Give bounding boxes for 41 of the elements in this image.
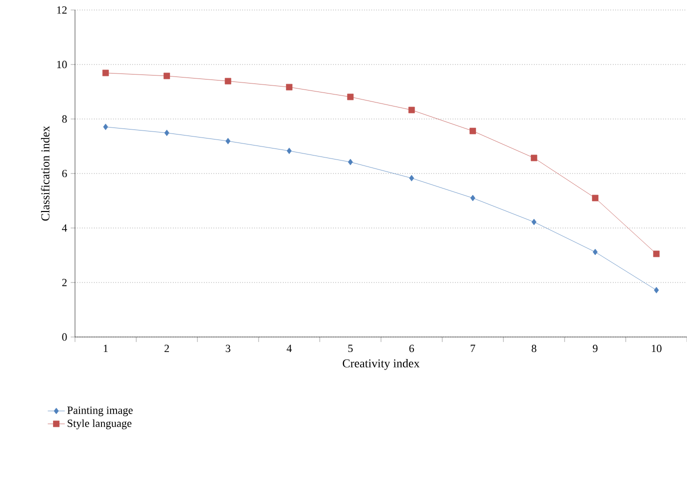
x-tick-label: 6 <box>409 344 414 352</box>
point <box>102 70 109 76</box>
point <box>286 84 292 90</box>
x-tick-label: 9 <box>592 344 598 352</box>
point <box>653 250 660 258</box>
x-tick-label: 7 <box>470 344 476 352</box>
point <box>164 72 170 80</box>
x-tick-label: 1 <box>104 344 108 352</box>
point <box>470 194 476 202</box>
point <box>530 154 538 162</box>
x-tick-label: 4 <box>286 344 292 352</box>
point <box>348 158 353 166</box>
y-tick-label: 12 <box>57 6 67 14</box>
y-tick-label: 10 <box>57 60 67 68</box>
y-axis-title: Classification index <box>40 126 50 221</box>
point <box>654 286 659 294</box>
y-tick-label: 2 <box>62 278 67 286</box>
y-tick-label: 0 <box>62 333 67 341</box>
point <box>224 78 232 84</box>
y-tick-label: 8 <box>62 115 67 123</box>
x-tick-label: 8 <box>532 344 536 352</box>
y-tick-label: 6 <box>62 170 67 178</box>
point <box>103 124 108 130</box>
legend-label: Painting image <box>67 406 133 416</box>
legend-label: Style language <box>68 419 132 430</box>
point <box>532 218 536 226</box>
point <box>286 148 292 154</box>
x-tick-label: 5 <box>348 344 353 352</box>
point <box>164 130 170 136</box>
point <box>226 138 230 144</box>
point <box>347 94 354 100</box>
x-tick-label: 10 <box>652 344 662 352</box>
point <box>470 128 476 134</box>
y-tick-label: 4 <box>62 224 68 232</box>
point <box>409 174 414 182</box>
point <box>592 194 598 202</box>
point <box>592 248 598 256</box>
x-axis-title: Creativity index <box>342 359 420 370</box>
x-tick-label: 2 <box>164 344 169 352</box>
x-tick-label: 3 <box>226 344 230 352</box>
point <box>408 106 415 114</box>
